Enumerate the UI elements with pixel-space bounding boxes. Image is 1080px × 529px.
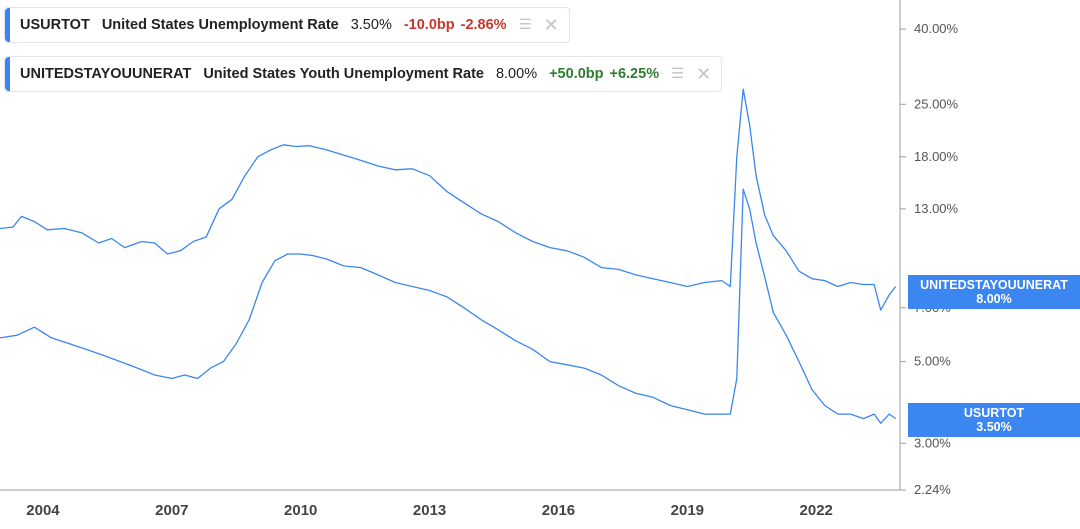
legend-youth[interactable]: UNITEDSTAYOUUNERAT United States Youth U… — [4, 56, 723, 92]
stack-icon[interactable]: ☰ — [518, 17, 532, 33]
legend-color-bar — [5, 57, 10, 91]
x-tick-label: 2016 — [542, 502, 575, 519]
badge-value: 3.50% — [976, 420, 1012, 434]
legend-series-name: United States Unemployment Rate — [101, 17, 339, 33]
series-line-usurtot[interactable] — [0, 188, 897, 424]
legend-change-pct: +6.25% — [609, 66, 660, 82]
y-tick-label: 3.00% — [914, 435, 951, 450]
y-tick-label: 40.00% — [914, 21, 959, 36]
x-tick-label: 2004 — [26, 502, 60, 519]
series-line-unitedstayouunerat[interactable] — [0, 88, 897, 311]
close-icon[interactable]: ✕ — [696, 63, 712, 84]
y-tick-label: 5.00% — [914, 354, 951, 369]
legend-change-bp: -10.0bp — [403, 17, 455, 33]
last-value-badge-youth: UNITEDSTAYOUUNERAT 8.00% — [908, 275, 1080, 309]
x-tick-label: 2010 — [284, 502, 317, 519]
legend-change-bp: +50.0bp — [549, 66, 604, 82]
x-tick-label: 2007 — [155, 502, 188, 519]
badge-value: 8.00% — [976, 292, 1012, 306]
y-tick-label: 25.00% — [914, 96, 959, 111]
close-icon[interactable]: ✕ — [543, 14, 559, 35]
legend-ticker: USURTOT — [20, 17, 90, 33]
y-tick-label: 13.00% — [914, 201, 959, 216]
legend-value: 3.50% — [350, 17, 392, 33]
legend-series-name: United States Youth Unemployment Rate — [203, 66, 484, 82]
legend-change-pct: -2.86% — [460, 17, 507, 33]
x-tick-label: 2022 — [800, 502, 833, 519]
badge-ticker: USURTOT — [963, 406, 1025, 420]
x-tick-label: 2019 — [671, 502, 704, 519]
legend-usurtot[interactable]: USURTOT United States Unemployment Rate … — [4, 7, 570, 43]
badge-ticker: UNITEDSTAYOUUNERAT — [920, 278, 1068, 292]
legend-value: 8.00% — [495, 66, 538, 82]
x-tick-label: 2013 — [413, 502, 446, 519]
y-tick-label: 2.24% — [914, 482, 951, 497]
legend-color-bar — [5, 8, 10, 42]
y-tick-label: 18.00% — [914, 149, 959, 164]
stack-icon[interactable]: ☰ — [671, 66, 685, 82]
last-value-badge-total: USURTOT 3.50% — [908, 403, 1080, 437]
legend-ticker: UNITEDSTAYOUUNERAT — [20, 66, 192, 82]
